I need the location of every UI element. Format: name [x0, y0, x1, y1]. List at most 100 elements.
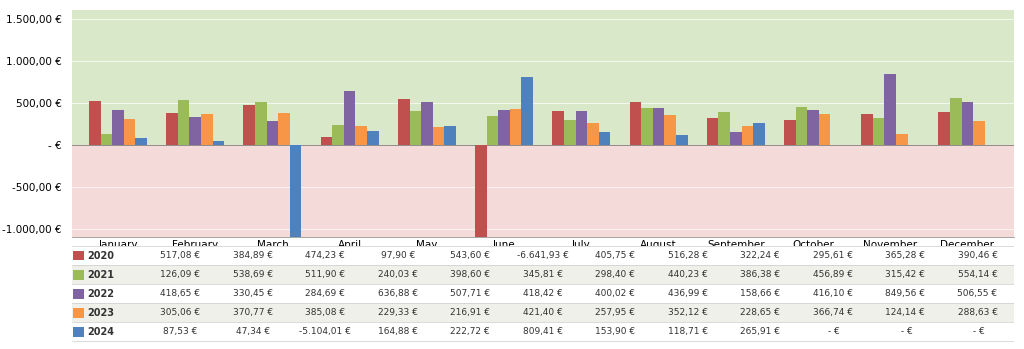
- Bar: [973, 121, 985, 145]
- FancyBboxPatch shape: [72, 322, 1014, 341]
- Text: 385,08 €: 385,08 €: [305, 308, 345, 317]
- Bar: [344, 91, 355, 145]
- Bar: [499, 110, 510, 145]
- Text: 440,23 €: 440,23 €: [668, 270, 708, 279]
- FancyBboxPatch shape: [73, 308, 84, 318]
- Bar: [279, 112, 290, 145]
- Text: 436,99 €: 436,99 €: [668, 289, 708, 298]
- Text: 517,08 €: 517,08 €: [161, 251, 201, 260]
- Bar: [290, 145, 301, 349]
- Text: 222,72 €: 222,72 €: [451, 327, 490, 336]
- Text: 228,65 €: 228,65 €: [740, 308, 780, 317]
- Text: 118,71 €: 118,71 €: [668, 327, 708, 336]
- Text: 538,69 €: 538,69 €: [232, 270, 273, 279]
- Bar: [896, 134, 907, 145]
- Text: 456,89 €: 456,89 €: [813, 270, 853, 279]
- Text: 849,56 €: 849,56 €: [885, 289, 925, 298]
- Bar: [938, 112, 950, 145]
- FancyBboxPatch shape: [73, 270, 84, 280]
- Text: 284,69 €: 284,69 €: [305, 289, 345, 298]
- Text: - €: - €: [898, 327, 912, 336]
- Bar: [124, 119, 135, 145]
- Text: 474,23 €: 474,23 €: [305, 251, 345, 260]
- Bar: [333, 125, 344, 145]
- Bar: [189, 117, 201, 145]
- Bar: [719, 112, 730, 145]
- Text: 405,75 €: 405,75 €: [595, 251, 635, 260]
- FancyBboxPatch shape: [73, 327, 84, 337]
- Bar: [113, 110, 124, 145]
- Bar: [807, 110, 819, 145]
- Bar: [587, 123, 599, 145]
- Text: 87,53 €: 87,53 €: [163, 327, 198, 336]
- Text: - €: - €: [825, 327, 840, 336]
- Bar: [433, 127, 444, 145]
- Text: 240,03 €: 240,03 €: [378, 270, 418, 279]
- Text: 305,06 €: 305,06 €: [161, 308, 201, 317]
- Bar: [707, 118, 719, 145]
- Text: 2024: 2024: [88, 327, 115, 337]
- Text: 124,14 €: 124,14 €: [885, 308, 925, 317]
- Text: 636,88 €: 636,88 €: [378, 289, 418, 298]
- Bar: [652, 108, 665, 145]
- Text: 384,89 €: 384,89 €: [232, 251, 272, 260]
- Text: 516,28 €: 516,28 €: [668, 251, 708, 260]
- Text: 366,74 €: 366,74 €: [813, 308, 853, 317]
- Bar: [885, 74, 896, 145]
- Bar: [730, 132, 741, 145]
- Bar: [564, 120, 575, 145]
- Bar: [255, 102, 266, 145]
- Text: 365,28 €: 365,28 €: [885, 251, 925, 260]
- Bar: [641, 108, 652, 145]
- Text: 97,90 €: 97,90 €: [381, 251, 415, 260]
- Bar: [950, 98, 962, 145]
- FancyBboxPatch shape: [72, 265, 1014, 284]
- Bar: [100, 134, 113, 145]
- Text: 153,90 €: 153,90 €: [595, 327, 635, 336]
- Bar: [367, 131, 379, 145]
- Text: 2020: 2020: [88, 251, 115, 261]
- Text: 298,40 €: 298,40 €: [595, 270, 635, 279]
- FancyBboxPatch shape: [72, 246, 1014, 265]
- Text: -6.641,93 €: -6.641,93 €: [517, 251, 568, 260]
- Text: -5.104,01 €: -5.104,01 €: [299, 327, 351, 336]
- Text: 421,40 €: 421,40 €: [523, 308, 562, 317]
- Bar: [575, 111, 587, 145]
- Bar: [72, 10, 1014, 145]
- Text: 507,71 €: 507,71 €: [451, 289, 490, 298]
- Bar: [872, 118, 885, 145]
- Text: 158,66 €: 158,66 €: [740, 289, 780, 298]
- Text: 216,91 €: 216,91 €: [451, 308, 490, 317]
- Text: 543,60 €: 543,60 €: [451, 251, 490, 260]
- Bar: [552, 111, 564, 145]
- FancyBboxPatch shape: [72, 284, 1014, 303]
- Bar: [665, 115, 676, 145]
- Bar: [753, 122, 765, 145]
- Bar: [398, 99, 410, 145]
- Text: 288,63 €: 288,63 €: [957, 308, 997, 317]
- Bar: [421, 102, 433, 145]
- Text: 511,90 €: 511,90 €: [305, 270, 345, 279]
- Bar: [266, 121, 279, 145]
- Bar: [244, 105, 255, 145]
- FancyBboxPatch shape: [73, 251, 84, 260]
- Bar: [486, 116, 499, 145]
- Text: 295,61 €: 295,61 €: [813, 251, 853, 260]
- Bar: [444, 126, 456, 145]
- Text: 126,09 €: 126,09 €: [161, 270, 201, 279]
- Text: 400,02 €: 400,02 €: [595, 289, 635, 298]
- FancyBboxPatch shape: [73, 289, 84, 298]
- Text: 416,10 €: 416,10 €: [813, 289, 853, 298]
- Text: 418,65 €: 418,65 €: [161, 289, 201, 298]
- Text: 2021: 2021: [88, 270, 115, 280]
- Bar: [355, 126, 367, 145]
- Text: 390,46 €: 390,46 €: [957, 251, 997, 260]
- Text: 164,88 €: 164,88 €: [378, 327, 418, 336]
- Text: 809,41 €: 809,41 €: [522, 327, 563, 336]
- Bar: [213, 141, 224, 145]
- Bar: [861, 114, 872, 145]
- Text: 229,33 €: 229,33 €: [378, 308, 418, 317]
- Bar: [410, 111, 421, 145]
- Bar: [201, 114, 213, 145]
- Text: 330,45 €: 330,45 €: [232, 289, 272, 298]
